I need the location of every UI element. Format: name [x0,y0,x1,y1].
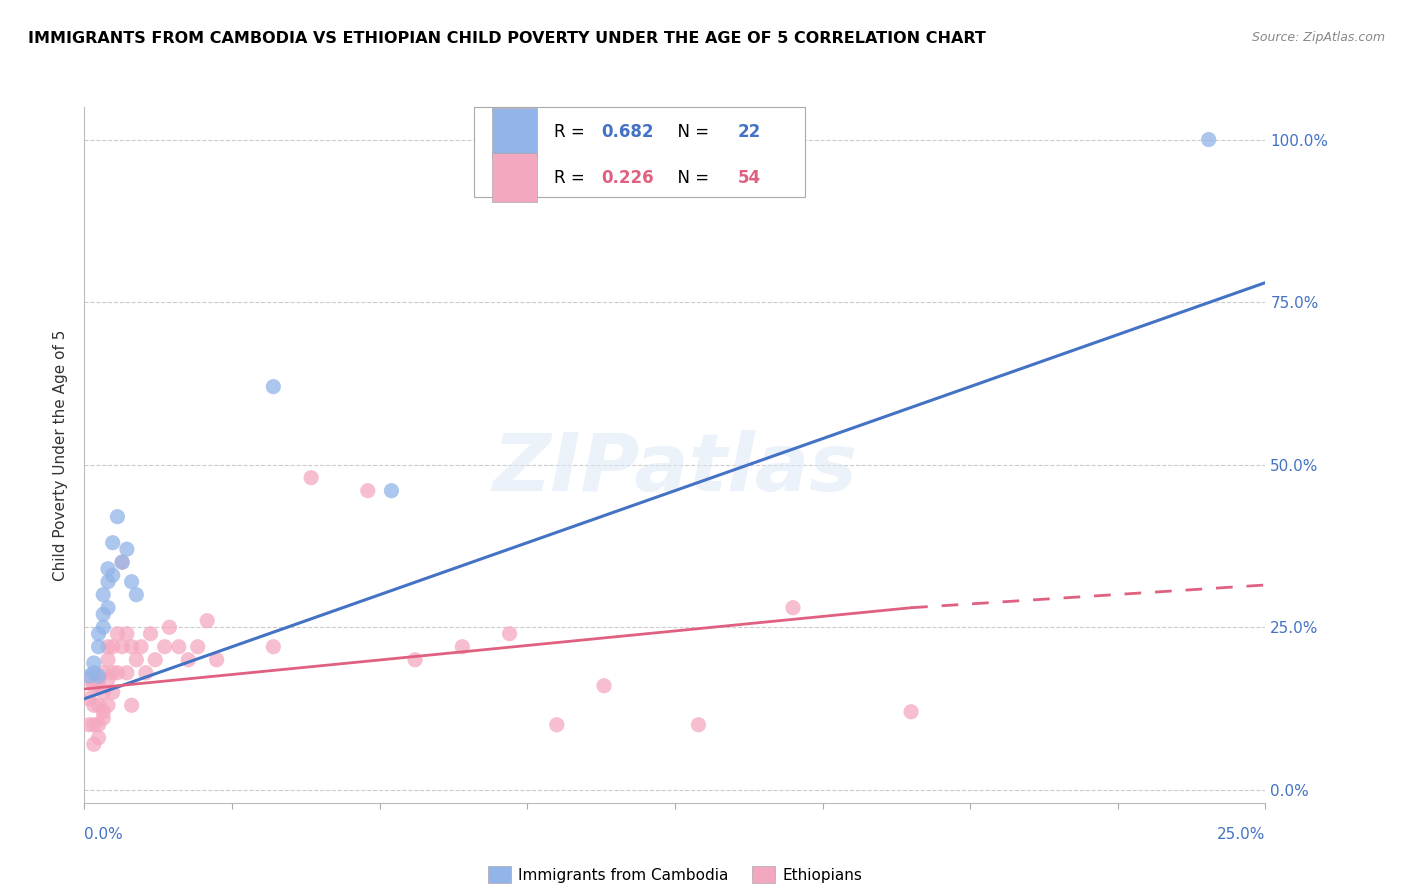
Point [91,665,114,680]
Point [83,656,105,670]
Point [115,626,138,640]
Text: R =: R = [554,123,591,141]
Point [101,640,124,654]
FancyBboxPatch shape [474,107,804,197]
Text: 22: 22 [738,123,761,141]
Point [83,665,105,680]
Point [404,653,426,667]
Text: N =: N = [666,123,714,141]
Text: Source: ZipAtlas.com: Source: ZipAtlas.com [1251,31,1385,45]
Point [357,483,380,498]
Point [87,640,110,654]
Point [97,600,120,615]
Point [782,600,804,615]
Point [97,562,120,576]
Point [107,509,129,524]
Point [115,542,138,557]
Point [167,640,190,654]
FancyBboxPatch shape [492,108,537,157]
Point [593,679,616,693]
Point [101,685,124,699]
Text: N =: N = [666,169,714,186]
Point [83,698,105,713]
Point [87,672,110,686]
Text: 0.226: 0.226 [602,169,654,186]
Point [97,640,120,654]
Point [121,640,143,654]
Point [177,653,200,667]
Point [83,737,105,751]
Point [77,691,100,706]
Point [77,672,100,686]
Point [115,665,138,680]
Text: 25.0%: 25.0% [1218,827,1265,841]
Point [299,471,322,485]
Text: 0.682: 0.682 [602,123,654,141]
Point [498,626,520,640]
Point [83,679,105,693]
Point [135,665,157,680]
Point [1198,132,1220,146]
Point [77,718,100,732]
Point [87,731,110,745]
Point [87,679,110,693]
Point [97,698,120,713]
Point [91,705,114,719]
Y-axis label: Child Poverty Under the Age of 5: Child Poverty Under the Age of 5 [53,329,69,581]
Point [129,640,152,654]
Point [125,588,148,602]
Point [262,379,284,393]
Point [195,614,218,628]
Text: 0.0%: 0.0% [84,827,124,841]
Text: 54: 54 [738,169,761,186]
Legend: Immigrants from Cambodia, Ethiopians: Immigrants from Cambodia, Ethiopians [482,860,868,889]
Point [87,669,110,683]
Point [87,698,110,713]
Point [143,653,166,667]
Point [380,483,402,498]
Point [91,620,114,634]
Point [107,626,129,640]
Point [157,620,180,634]
Text: R =: R = [554,169,591,186]
Point [205,653,228,667]
Point [111,640,134,654]
Point [87,626,110,640]
Point [121,574,143,589]
Point [77,669,100,683]
Point [125,653,148,667]
Point [139,626,162,640]
Point [97,672,120,686]
Point [121,698,143,713]
Point [107,665,129,680]
Point [83,718,105,732]
Point [97,574,120,589]
Point [97,653,120,667]
Point [546,718,568,732]
FancyBboxPatch shape [492,153,537,202]
Point [101,568,124,582]
Point [91,588,114,602]
Point [262,640,284,654]
Point [111,555,134,569]
Point [451,640,474,654]
Point [91,711,114,725]
Text: ZIPatlas: ZIPatlas [492,430,858,508]
Point [900,705,922,719]
Point [688,718,710,732]
Point [111,555,134,569]
Point [153,640,176,654]
Point [91,607,114,622]
Point [187,640,209,654]
Point [101,665,124,680]
Point [87,718,110,732]
Point [101,535,124,549]
Text: IMMIGRANTS FROM CAMBODIA VS ETHIOPIAN CHILD POVERTY UNDER THE AGE OF 5 CORRELATI: IMMIGRANTS FROM CAMBODIA VS ETHIOPIAN CH… [28,31,986,46]
Point [91,685,114,699]
